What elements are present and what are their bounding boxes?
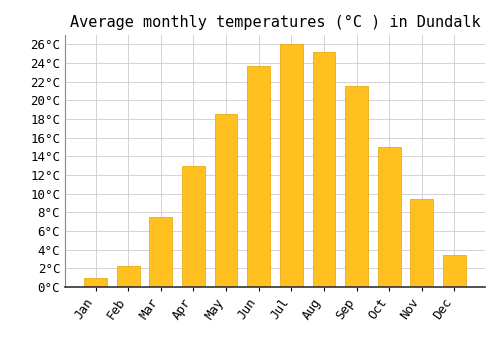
Bar: [312, 52, 336, 287]
Bar: [248, 66, 270, 287]
Bar: [378, 147, 400, 287]
Bar: [182, 166, 205, 287]
Bar: [116, 266, 140, 287]
Bar: [214, 114, 238, 287]
Bar: [150, 217, 172, 287]
Bar: [345, 86, 368, 287]
Bar: [443, 255, 466, 287]
Bar: [410, 199, 434, 287]
Bar: [280, 44, 302, 287]
Title: Average monthly temperatures (°C ) in Dundalk: Average monthly temperatures (°C ) in Du…: [70, 15, 480, 30]
Bar: [84, 278, 107, 287]
